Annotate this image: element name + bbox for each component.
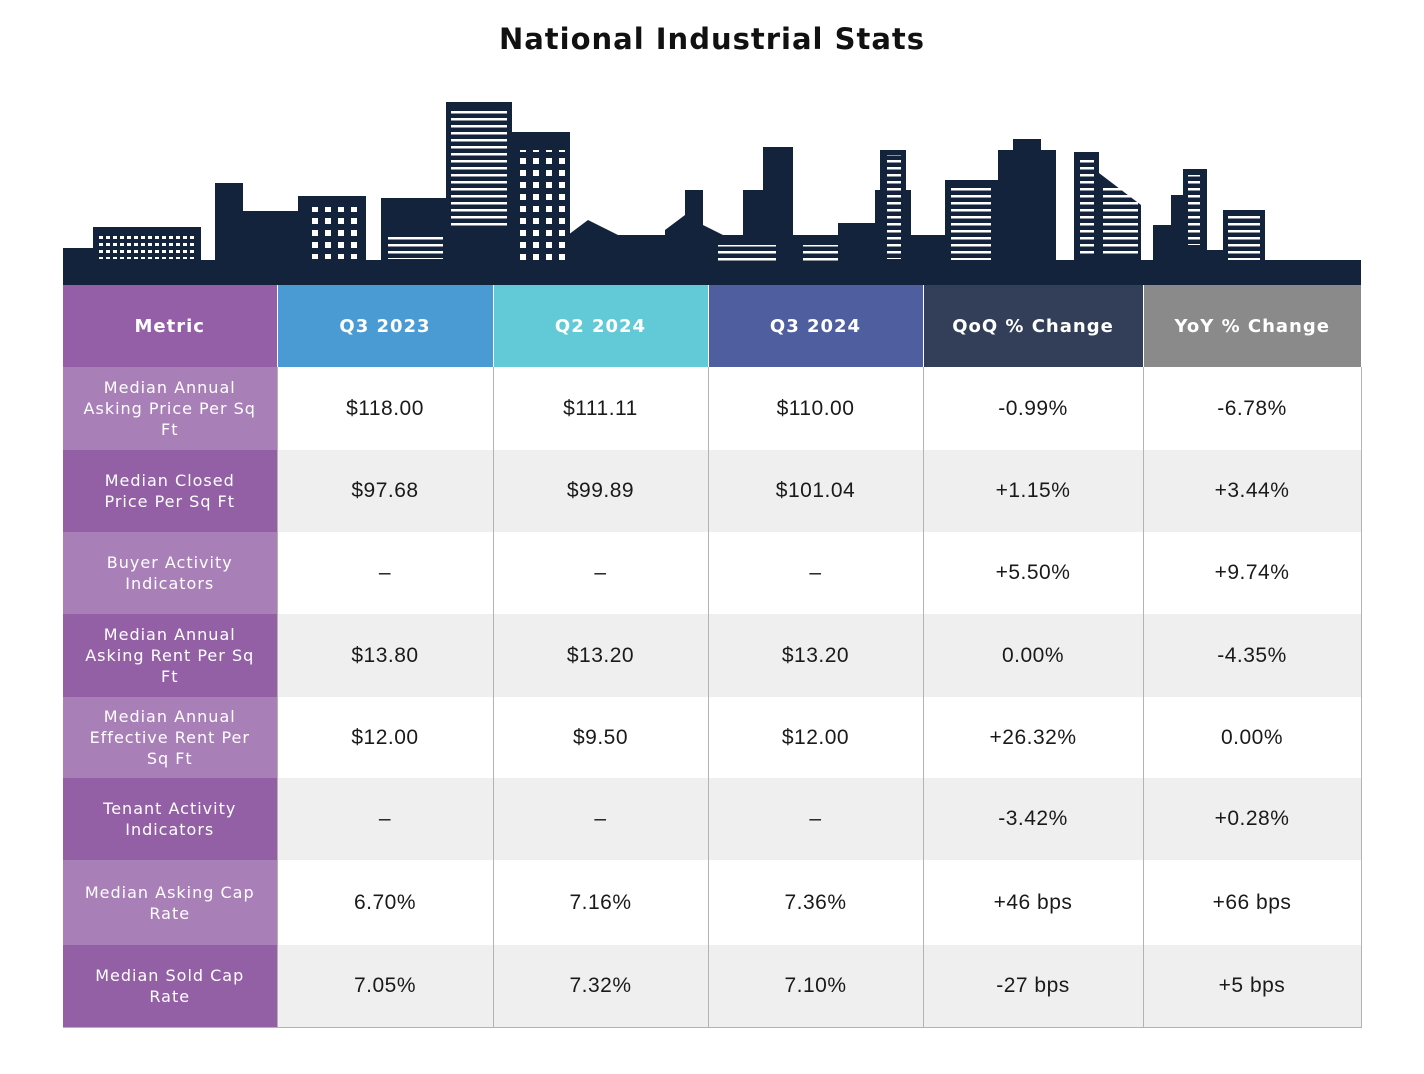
header-row: Metric Q3 2023 Q2 2024 Q3 2024 QoQ % Cha… (63, 285, 1361, 367)
table-row: Tenant Activity Indicators – – – -3.42% … (63, 778, 1362, 860)
metric-label: Median Annual Asking Price Per Sq Ft (63, 367, 277, 450)
stats-table: Metric Q3 2023 Q2 2024 Q3 2024 QoQ % Cha… (63, 285, 1362, 1028)
q2-2024-value: $9.50 (492, 697, 708, 778)
qoq-change-value: 0.00% (922, 614, 1143, 697)
q3-2024-value: $12.00 (707, 697, 923, 778)
q3-2024-value: 7.10% (707, 945, 923, 1028)
q3-2024-value: $13.20 (707, 614, 923, 697)
metric-label: Median Annual Asking Rent Per Sq Ft (63, 614, 277, 697)
q3-2024-value: – (707, 778, 923, 860)
q3-2024-value: – (707, 532, 923, 614)
table-row: Median Asking Cap Rate 6.70% 7.16% 7.36%… (63, 860, 1362, 945)
q3-2023-value: $97.68 (276, 450, 493, 532)
metric-label: Median Closed Price Per Sq Ft (63, 450, 277, 532)
q3-2023-value: 6.70% (276, 860, 493, 945)
yoy-change-value: -4.35% (1142, 614, 1362, 697)
table-row: Median Sold Cap Rate 7.05% 7.32% 7.10% -… (63, 945, 1362, 1028)
header-yoy-change: YoY % Change (1143, 285, 1361, 367)
q3-2023-value: $13.80 (276, 614, 493, 697)
metric-label: Tenant Activity Indicators (63, 778, 277, 860)
metric-label: Median Annual Effective Rent Per Sq Ft (63, 697, 277, 778)
q3-2024-value: 7.36% (707, 860, 923, 945)
q2-2024-value: – (492, 778, 708, 860)
metric-label: Buyer Activity Indicators (63, 532, 277, 614)
header-q3-2023: Q3 2023 (277, 285, 494, 367)
table-row: Median Annual Effective Rent Per Sq Ft $… (63, 697, 1362, 778)
qoq-change-value: +1.15% (922, 450, 1143, 532)
yoy-change-value: +9.74% (1142, 532, 1362, 614)
qoq-change-value: -3.42% (922, 778, 1143, 860)
q2-2024-value: 7.16% (492, 860, 708, 945)
yoy-change-value: 0.00% (1142, 697, 1362, 778)
q2-2024-value: $111.11 (492, 367, 708, 450)
q2-2024-value: 7.32% (492, 945, 708, 1028)
q3-2024-value: $110.00 (707, 367, 923, 450)
table-row: Buyer Activity Indicators – – – +5.50% +… (63, 532, 1362, 614)
qoq-change-value: +5.50% (922, 532, 1143, 614)
qoq-change-value: +26.32% (922, 697, 1143, 778)
q3-2023-value: – (276, 532, 493, 614)
q2-2024-value: $13.20 (492, 614, 708, 697)
yoy-change-value: +66 bps (1142, 860, 1362, 945)
yoy-change-value: +0.28% (1142, 778, 1362, 860)
header-qoq-change: QoQ % Change (923, 285, 1144, 367)
metric-label: Median Asking Cap Rate (63, 860, 277, 945)
page-title: National Industrial Stats (498, 22, 926, 56)
q3-2023-value: $118.00 (276, 367, 493, 450)
city-skyline-icon (63, 102, 1361, 286)
q2-2024-value: – (492, 532, 708, 614)
yoy-change-value: -6.78% (1142, 367, 1362, 450)
q3-2023-value: 7.05% (276, 945, 493, 1028)
metric-label: Median Sold Cap Rate (63, 945, 277, 1028)
yoy-change-value: +5 bps (1142, 945, 1362, 1028)
table-row: Median Closed Price Per Sq Ft $97.68 $99… (63, 450, 1362, 532)
yoy-change-value: +3.44% (1142, 450, 1362, 532)
qoq-change-value: +46 bps (922, 860, 1143, 945)
q3-2023-value: $12.00 (276, 697, 493, 778)
q3-2023-value: – (276, 778, 493, 860)
header-q2-2024: Q2 2024 (493, 285, 709, 367)
q3-2024-value: $101.04 (707, 450, 923, 532)
table-row: Median Annual Asking Rent Per Sq Ft $13.… (63, 614, 1362, 697)
table-row: Median Annual Asking Price Per Sq Ft $11… (63, 367, 1362, 450)
q2-2024-value: $99.89 (492, 450, 708, 532)
header-metric: Metric (63, 285, 278, 367)
qoq-change-value: -0.99% (922, 367, 1143, 450)
qoq-change-value: -27 bps (922, 945, 1143, 1028)
header-q3-2024: Q3 2024 (708, 285, 924, 367)
